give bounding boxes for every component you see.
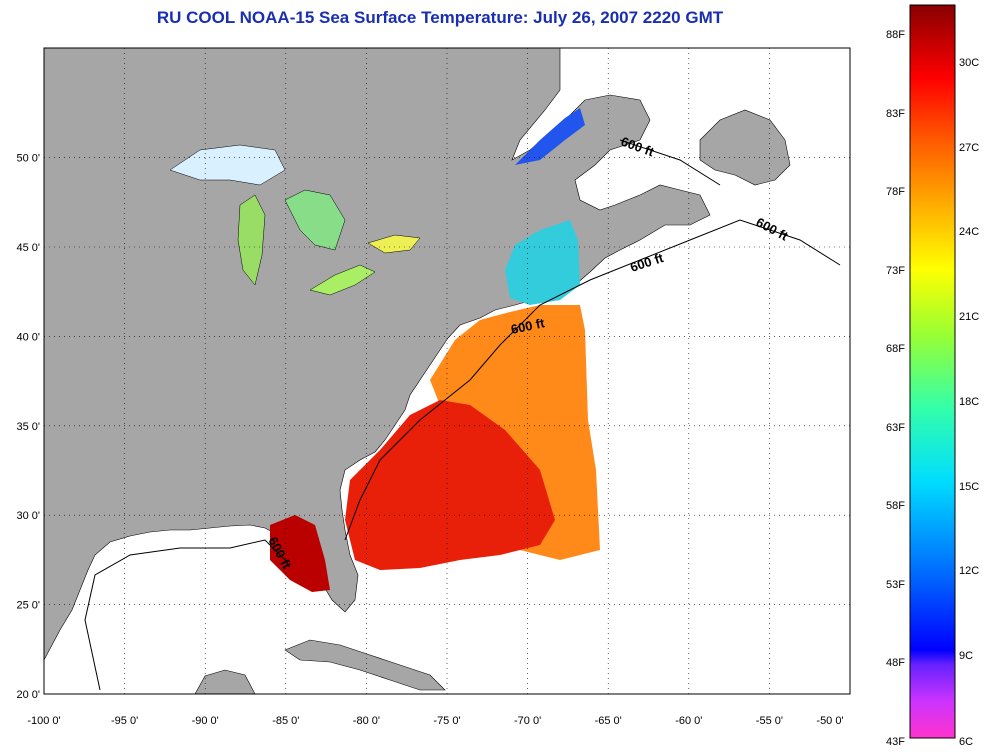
lon-tick: -85 0' bbox=[272, 715, 299, 727]
lat-tick: 50 0' bbox=[16, 153, 40, 165]
sst-gulf-florida bbox=[270, 515, 330, 592]
land-yucatan bbox=[194, 669, 256, 694]
lon-tick: -75 0' bbox=[433, 715, 460, 727]
lon-tick: -95 0' bbox=[111, 715, 138, 727]
latitude-axis: 20 0' 25 0' 30 0' 35 0' 40 0' 45 0' 50 0… bbox=[16, 153, 40, 701]
lat-tick: 25 0' bbox=[16, 600, 40, 612]
lon-tick: -50 0' bbox=[816, 715, 843, 727]
colorbar-c-label: 27C bbox=[959, 142, 979, 154]
land-north-america bbox=[44, 48, 711, 661]
colorbar-c-label: 21C bbox=[959, 311, 979, 323]
great-lakes bbox=[169, 144, 421, 296]
lat-tick: 20 0' bbox=[16, 689, 40, 701]
colorbar: 88F 83F 78F 73F 68F 63F 58F 53F 48F 43F … bbox=[886, 4, 979, 748]
colorbar-f-label: 58F bbox=[886, 500, 905, 512]
lon-tick: -65 0' bbox=[595, 715, 622, 727]
colorbar-gradient bbox=[909, 4, 956, 739]
lon-tick: -100 0' bbox=[27, 715, 60, 727]
sst-gulf-of-maine bbox=[505, 220, 580, 305]
colorbar-c-label: 6C bbox=[959, 736, 973, 748]
colorbar-c-label: 18C bbox=[959, 396, 979, 408]
lon-tick: -60 0' bbox=[675, 715, 702, 727]
colorbar-f-label: 63F bbox=[886, 422, 905, 434]
colorbar-f-label: 88F bbox=[886, 29, 905, 41]
sst-mid-atlantic bbox=[430, 305, 600, 560]
lat-tick: 35 0' bbox=[16, 421, 40, 433]
colorbar-f-label: 53F bbox=[886, 579, 905, 591]
map-area bbox=[44, 48, 850, 694]
isobath-600ft bbox=[84, 139, 841, 691]
colorbar-f-label: 83F bbox=[886, 108, 905, 120]
land-newfoundland bbox=[699, 109, 791, 186]
colorbar-f-label: 48F bbox=[886, 657, 905, 669]
colorbar-f-label: 73F bbox=[886, 265, 905, 277]
colorbar-c-label: 12C bbox=[959, 565, 979, 577]
lat-tick: 45 0' bbox=[16, 242, 40, 254]
lat-tick: 30 0' bbox=[16, 510, 40, 522]
map-frame bbox=[43, 47, 851, 695]
land-cuba bbox=[284, 639, 446, 691]
colorbar-c-label: 15C bbox=[959, 481, 979, 493]
lon-tick: -80 0' bbox=[353, 715, 380, 727]
colorbar-c-label: 9C bbox=[959, 650, 973, 662]
colorbar-f-label: 78F bbox=[886, 186, 905, 198]
lon-tick: -70 0' bbox=[514, 715, 541, 727]
colorbar-c-label: 24C bbox=[959, 226, 979, 238]
map-title: RU COOL NOAA-15 Sea Surface Temperature:… bbox=[156, 8, 724, 27]
lat-tick: 40 0' bbox=[16, 331, 40, 343]
longitude-axis: -100 0' -95 0' -90 0' -85 0' -80 0' -75 … bbox=[27, 715, 843, 727]
colorbar-c-label: 30C bbox=[959, 57, 979, 69]
colorbar-f-label: 68F bbox=[886, 343, 905, 355]
contour-label-600ft-4: 600 ft bbox=[510, 315, 547, 337]
colorbar-f-label: 43F bbox=[886, 736, 905, 748]
lon-tick: -55 0' bbox=[756, 715, 783, 727]
sst-gulf-st-lawrence bbox=[515, 108, 585, 165]
lon-tick: -90 0' bbox=[192, 715, 219, 727]
